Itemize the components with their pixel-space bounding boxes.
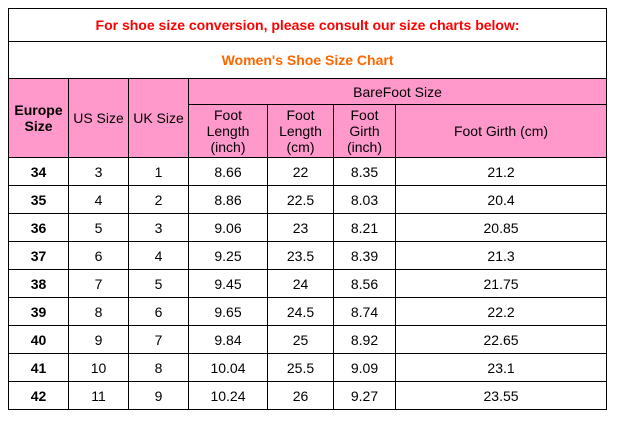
table-row: 34 3 1 8.66 22 8.35 21.2 xyxy=(8,157,608,186)
table-row: 39 8 6 9.65 24.5 8.74 22.2 xyxy=(8,297,608,326)
cell-europe-size: 36 xyxy=(8,213,69,242)
cell-europe-size: 38 xyxy=(8,269,69,298)
cell-foot-length-inch: 10.04 xyxy=(188,353,268,382)
cell-us-size: 4 xyxy=(68,185,129,214)
cell-europe-size: 40 xyxy=(8,325,69,354)
cell-us-size: 7 xyxy=(68,269,129,298)
subtitle-row: Women's Shoe Size Chart xyxy=(7,41,608,79)
col-header-foot-length-cm: Foot Length (cm) xyxy=(267,104,334,158)
cell-uk-size: 8 xyxy=(128,353,189,382)
cell-foot-girth-inch: 8.21 xyxy=(333,213,396,242)
cell-europe-size: 42 xyxy=(8,381,69,410)
cell-foot-girth-cm: 20.85 xyxy=(394,213,608,242)
cell-us-size: 9 xyxy=(68,325,129,354)
cell-foot-length-inch: 9.45 xyxy=(188,269,268,298)
cell-foot-length-cm: 25 xyxy=(267,325,334,354)
cell-foot-girth-cm: 23.1 xyxy=(394,353,608,382)
cell-foot-girth-cm: 20.4 xyxy=(394,185,608,214)
cell-foot-girth-cm: 22.65 xyxy=(394,325,608,354)
cell-us-size: 8 xyxy=(68,297,129,326)
cell-uk-size: 1 xyxy=(128,157,189,186)
col-header-us-size: US Size xyxy=(68,78,129,158)
cell-foot-length-cm: 24.5 xyxy=(267,297,334,326)
table-row: 37 6 4 9.25 23.5 8.39 21.3 xyxy=(8,241,608,270)
cell-us-size: 10 xyxy=(68,353,129,382)
cell-foot-length-cm: 23 xyxy=(267,213,334,242)
cell-uk-size: 4 xyxy=(128,241,189,270)
cell-foot-length-cm: 23.5 xyxy=(267,241,334,270)
cell-uk-size: 7 xyxy=(128,325,189,354)
cell-foot-length-cm: 22 xyxy=(267,157,334,186)
cell-us-size: 11 xyxy=(68,381,129,410)
cell-uk-size: 2 xyxy=(128,185,189,214)
cell-foot-length-cm: 26 xyxy=(267,381,334,410)
cell-foot-girth-cm: 21.75 xyxy=(394,269,608,298)
cell-foot-girth-inch: 9.27 xyxy=(333,381,396,410)
cell-uk-size: 6 xyxy=(128,297,189,326)
cell-foot-girth-cm: 23.55 xyxy=(394,381,608,410)
col-header-foot-length-inch: Foot Length (inch) xyxy=(188,104,268,158)
cell-europe-size: 35 xyxy=(8,185,69,214)
size-chart-table: For shoe size conversion, please consult… xyxy=(7,8,608,410)
cell-uk-size: 3 xyxy=(128,213,189,242)
header-row-top: Europe Size US Size UK Size BareFoot Siz… xyxy=(8,78,608,158)
cell-foot-girth-inch: 8.74 xyxy=(333,297,396,326)
cell-foot-length-cm: 24 xyxy=(267,269,334,298)
cell-foot-girth-inch: 8.56 xyxy=(333,269,396,298)
cell-foot-girth-inch: 8.35 xyxy=(333,157,396,186)
table-row: 35 4 2 8.86 22.5 8.03 20.4 xyxy=(8,185,608,214)
col-header-uk-size: UK Size xyxy=(128,78,189,158)
cell-foot-length-inch: 8.86 xyxy=(188,185,268,214)
cell-europe-size: 37 xyxy=(8,241,69,270)
banner-row: For shoe size conversion, please consult… xyxy=(7,8,608,42)
cell-europe-size: 41 xyxy=(8,353,69,382)
cell-foot-girth-cm: 22.2 xyxy=(394,297,608,326)
cell-us-size: 6 xyxy=(68,241,129,270)
header-row-sub: Foot Length (inch) Foot Length (cm) Foot… xyxy=(9,104,608,158)
banner-title: For shoe size conversion, please consult… xyxy=(7,8,608,42)
cell-foot-length-inch: 10.24 xyxy=(188,381,268,410)
cell-foot-length-inch: 8.66 xyxy=(188,157,268,186)
cell-foot-length-cm: 22.5 xyxy=(267,185,334,214)
cell-europe-size: 34 xyxy=(8,157,69,186)
cell-foot-length-inch: 9.84 xyxy=(188,325,268,354)
cell-uk-size: 5 xyxy=(128,269,189,298)
cell-us-size: 3 xyxy=(68,157,129,186)
col-header-europe-size: Europe Size xyxy=(8,78,69,158)
col-header-foot-girth-cm: Foot Girth (cm) xyxy=(394,104,608,158)
cell-foot-length-cm: 25.5 xyxy=(267,353,334,382)
cell-uk-size: 9 xyxy=(128,381,189,410)
table-row: 40 9 7 9.84 25 8.92 22.65 xyxy=(8,325,608,354)
cell-foot-girth-cm: 21.3 xyxy=(394,241,608,270)
cell-foot-girth-inch: 8.92 xyxy=(333,325,396,354)
col-header-foot-girth-inch: Foot Girth (inch) xyxy=(333,104,396,158)
chart-title: Women's Shoe Size Chart xyxy=(7,41,608,79)
col-group-barefoot-size: BareFoot Size xyxy=(187,78,608,105)
table-row: 41 10 8 10.04 25.5 9.09 23.1 xyxy=(8,353,608,382)
table-row: 38 7 5 9.45 24 8.56 21.75 xyxy=(8,269,608,298)
cell-foot-girth-inch: 8.03 xyxy=(333,185,396,214)
cell-foot-girth-inch: 8.39 xyxy=(333,241,396,270)
cell-foot-length-inch: 9.25 xyxy=(188,241,268,270)
cell-europe-size: 39 xyxy=(8,297,69,326)
cell-foot-length-inch: 9.06 xyxy=(188,213,268,242)
table-row: 36 5 3 9.06 23 8.21 20.85 xyxy=(8,213,608,242)
cell-foot-girth-inch: 9.09 xyxy=(333,353,396,382)
cell-foot-girth-cm: 21.2 xyxy=(394,157,608,186)
cell-us-size: 5 xyxy=(68,213,129,242)
table-row: 42 11 9 10.24 26 9.27 23.55 xyxy=(8,381,608,410)
cell-foot-length-inch: 9.65 xyxy=(188,297,268,326)
